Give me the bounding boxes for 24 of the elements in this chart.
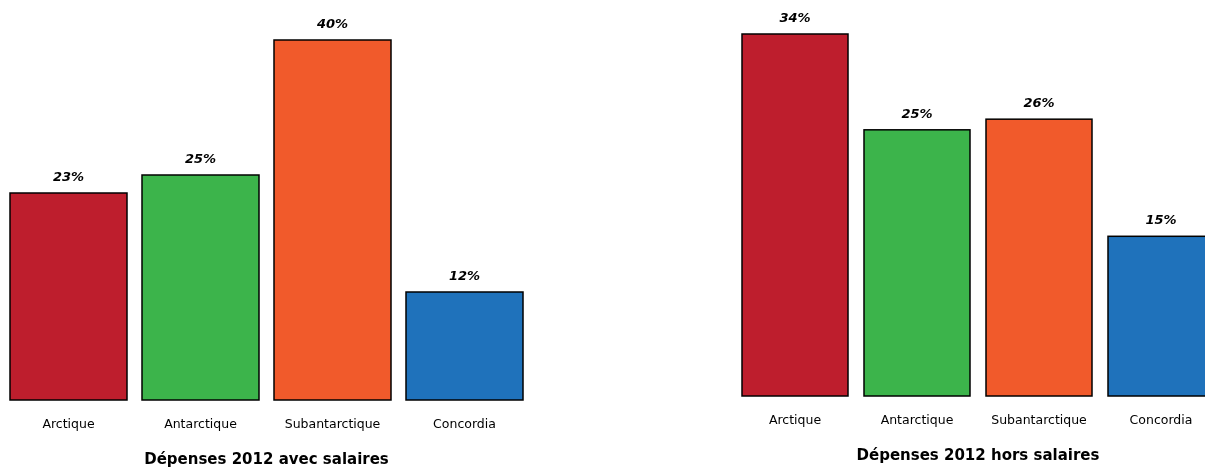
text: Dépenses 2012 avec salaires [144, 450, 389, 468]
bar [141, 174, 260, 401]
data-label: 23% [52, 169, 85, 184]
text: Dépenses 2012 hors salaires [856, 446, 1100, 464]
data-label: 40% [315, 16, 349, 31]
bar [273, 39, 392, 401]
x-tick-label: Concordia [433, 416, 496, 431]
x-tick-label: Antarctique [880, 412, 954, 427]
data-label: 26% [1023, 95, 1055, 111]
data-label: 12% [448, 268, 481, 283]
x-tick-label: Subantarctique [284, 416, 381, 431]
bar [405, 291, 524, 401]
x-tick-label: Arctique [42, 416, 95, 431]
bar [9, 192, 128, 401]
x-tick-label: Subantarctique [991, 412, 1088, 427]
x-tick-label: Antarctique [164, 416, 238, 431]
bar [863, 129, 971, 397]
data-label: 34% [779, 10, 811, 25]
x-tick-label: Concordia [1129, 412, 1193, 427]
data-label: 25% [901, 105, 933, 121]
x-tick-label: Arctique [768, 412, 822, 427]
data-label: 25% [184, 151, 217, 166]
bar [741, 33, 849, 397]
data-label: 15% [1145, 212, 1177, 228]
